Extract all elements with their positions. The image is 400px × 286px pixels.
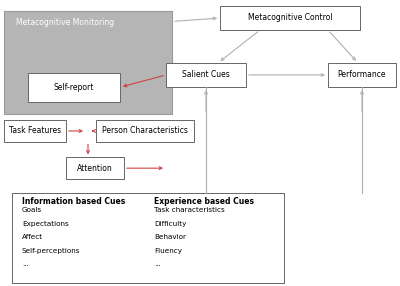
Text: ...: ... <box>22 261 29 267</box>
Text: Metacognitive Control: Metacognitive Control <box>248 13 332 22</box>
Text: Attention: Attention <box>77 164 113 173</box>
Text: Behavior: Behavior <box>154 234 186 240</box>
Text: Difficulty: Difficulty <box>154 221 186 227</box>
Text: Information based Cues: Information based Cues <box>22 197 125 206</box>
Text: Self-perceptions: Self-perceptions <box>22 248 80 253</box>
FancyBboxPatch shape <box>166 63 246 87</box>
FancyBboxPatch shape <box>96 120 194 142</box>
FancyBboxPatch shape <box>12 193 284 283</box>
FancyBboxPatch shape <box>4 120 66 142</box>
Text: Performance: Performance <box>338 70 386 80</box>
Text: ...: ... <box>154 261 161 267</box>
Text: Metacognitive Monitoring: Metacognitive Monitoring <box>16 18 114 27</box>
Text: Fluency: Fluency <box>154 248 182 253</box>
Text: Person Characteristics: Person Characteristics <box>102 126 188 136</box>
Text: Expectations: Expectations <box>22 221 69 227</box>
Text: Salient Cues: Salient Cues <box>182 70 230 80</box>
Text: Task Features: Task Features <box>9 126 61 136</box>
FancyBboxPatch shape <box>328 63 396 87</box>
FancyBboxPatch shape <box>4 11 172 114</box>
Text: Goals: Goals <box>22 207 42 213</box>
Text: Self-report: Self-report <box>54 83 94 92</box>
Text: Experience based Cues: Experience based Cues <box>154 197 254 206</box>
FancyBboxPatch shape <box>220 6 360 30</box>
Text: Task characteristics: Task characteristics <box>154 207 225 213</box>
Text: Affect: Affect <box>22 234 43 240</box>
FancyBboxPatch shape <box>28 73 120 102</box>
FancyBboxPatch shape <box>66 157 124 179</box>
